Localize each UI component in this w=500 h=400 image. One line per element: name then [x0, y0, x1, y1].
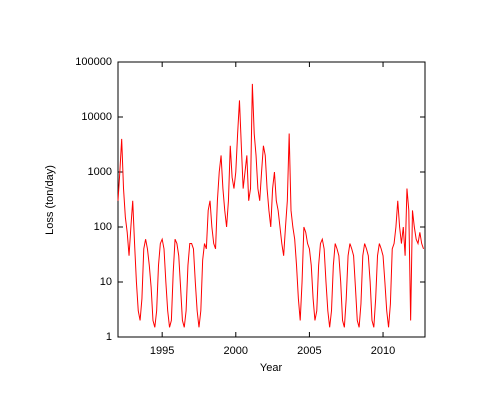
- y-tick-label: 10: [100, 276, 112, 288]
- y-tick-label: 1: [106, 331, 112, 343]
- y-tick-label: 1000: [88, 166, 112, 178]
- y-tick-label: 10000: [81, 111, 112, 123]
- x-tick-label: 1995: [150, 345, 174, 357]
- y-axis-label: Loss (ton/day): [44, 165, 56, 235]
- x-tick-label: 2005: [297, 345, 321, 357]
- y-tick-label: 100000: [75, 56, 112, 68]
- x-tick-label: 2000: [224, 345, 248, 357]
- data-line: [117, 83, 425, 328]
- x-axis-label: Year: [260, 362, 283, 374]
- x-tick-label: 2010: [371, 345, 395, 357]
- plot-frame: [117, 61, 426, 338]
- y-tick-label: 100: [94, 221, 112, 233]
